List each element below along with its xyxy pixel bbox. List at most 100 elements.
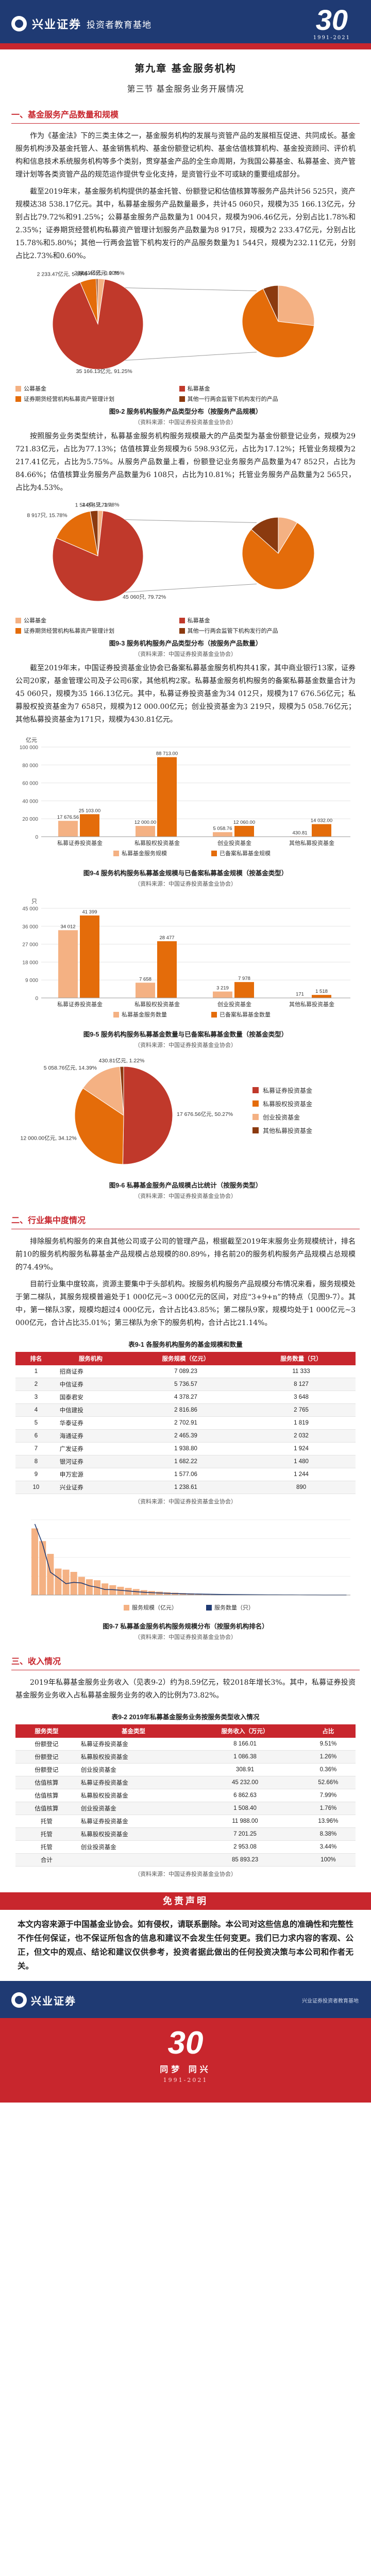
table-cell: 1 819 [247, 1416, 356, 1430]
table-cell: 2 816.86 [125, 1403, 247, 1417]
pie-data-label: 906.46亿元, 2.35% [79, 270, 125, 276]
pie-data-label: 45 060只, 79.72% [123, 594, 166, 600]
table-cell: 托管 [15, 1827, 78, 1841]
legend-label: 私募基金 [187, 618, 210, 624]
bar-data-label: 14 032.00 [311, 818, 332, 824]
bar [80, 814, 99, 837]
pie-data-label: 2 233.47亿元, 5.80% [37, 270, 87, 277]
bar-data-label: 3 219 [216, 986, 229, 991]
zoom-pie-slice [263, 285, 279, 322]
table-header: 排名 服务机构 服务规模（亿元） 服务数量（只） [15, 1352, 356, 1365]
table-cell: 2 [15, 1378, 57, 1391]
bar [157, 757, 177, 837]
table-cell: 托管 [15, 1840, 78, 1854]
table-cell: 银河证券 [56, 1455, 125, 1468]
table-row: 估值核算 创业投资基金 1 508.40 1.76% [15, 1802, 356, 1815]
pie-data-label: 1 004只, 1.78% [82, 502, 119, 508]
table-cell: 2 032 [247, 1429, 356, 1443]
y-axis-unit: 亿元 [26, 737, 37, 743]
table-cell: 6 [15, 1429, 57, 1443]
column-header: 服务机构 [56, 1352, 125, 1365]
bar [58, 930, 78, 998]
y-tick-label: 36 000 [22, 924, 38, 930]
bar [125, 1588, 132, 1595]
table-cell: 私募股权投资基金 [77, 1827, 190, 1841]
table-cell: 1 924 [247, 1442, 356, 1455]
table-cell: 私募股权投资基金 [77, 1789, 190, 1802]
legend-swatch [211, 1012, 217, 1018]
pie-data-label: 17 676.56亿元, 50.27% [177, 1111, 233, 1117]
table-row: 10 兴业证券 1 238.61 890 [15, 1481, 356, 1494]
bar [312, 824, 331, 837]
paragraph: 目前行业集中度较高，资源主要集中于头部机构。按服务机构服务产品规模分布情况来看，… [15, 1280, 356, 1327]
institution-table: 排名 服务机构 服务规模（亿元） 服务数量（只） 1 招商证券 7 089.23 11 33… [15, 1352, 356, 1494]
table-cell: 私募证券投资基金 [77, 1815, 190, 1828]
brand-slogan: 投资者教育基地 [87, 20, 152, 30]
figure-source: （资料来源：中国证券投资基金业协会） [134, 1193, 237, 1199]
table-row: 7 广发证券 1 938.80 1 924 [15, 1442, 356, 1455]
legend-label: 证券期货经营机构私募资产管理计划 [24, 396, 114, 402]
anniversary-number: 30 [315, 4, 348, 36]
pie-chart-scale: 906.46亿元, 2.35% 35 166.13亿元, 91.25% 2 233.… [37, 269, 315, 375]
paragraph: 按照服务业务类型统计，私募基金服务机构服务规模最大的产品类型为基金份额登记业务，… [15, 432, 356, 492]
pie-slice [56, 511, 98, 556]
legend-swatch [15, 617, 21, 623]
table-cell: 招商证券 [56, 1365, 125, 1378]
pie-chart-private: 17 676.56亿元, 50.27% 12 000.00亿元, 34.12% 5 … [21, 1057, 312, 1165]
legend-label: 服务数量（只） [214, 1604, 254, 1611]
y-tick-label: 9 000 [25, 978, 38, 984]
y-tick-label: 18 000 [22, 960, 38, 965]
legend-label: 私募基金服务规模 [122, 850, 167, 857]
page-footer: 兴业证券 兴业证券投资者教育基地 [0, 1981, 371, 2018]
table-cell: 2 702.91 [125, 1416, 247, 1430]
legend-label: 其他私募投资基金 [263, 1127, 312, 1134]
bar-data-label: 5 058.76 [213, 826, 232, 832]
paragraph: 作为《基金法》下的三类主体之一，基金服务机构的发展与资管产品的发展相互促进、共同… [15, 132, 356, 179]
income-table: 服务类型 基金类型 服务收入（万元） 占比 份额登记 私募证券投资基金 8 166.01 9… [15, 1724, 356, 1867]
table-cell: 1 244 [247, 1468, 356, 1481]
bar-data-label: 1 518 [315, 989, 328, 994]
table-cell: 1.76% [300, 1802, 356, 1815]
table-cell [77, 1853, 190, 1867]
table-cell: 8 166.01 [189, 1738, 301, 1751]
table-cell: 私募证券投资基金 [77, 1738, 190, 1751]
table-row: 9 申万宏源 1 577.06 1 244 [15, 1468, 356, 1481]
legend-item: 其他一行两会监管下机构发行的产品 [179, 395, 336, 403]
table-cell: 兴业证券 [56, 1481, 125, 1494]
y-tick-label: 0 [35, 835, 38, 840]
pie-data-label: 5 058.76亿元, 14.39% [44, 1064, 97, 1071]
pie-data-label: 12 000.00亿元, 34.12% [21, 1135, 77, 1142]
bar [312, 995, 331, 998]
bar [47, 1554, 54, 1595]
figure-source: （资料来源：中国证券投资基金业协会） [134, 1042, 237, 1048]
table-row: 8 银河证券 1 682.22 1 480 [15, 1455, 356, 1468]
legend-swatch [15, 385, 21, 392]
table-caption: 表9-2 2019年私募基金服务业务按服务类型收入情况 [111, 1714, 260, 1721]
bar-data-label: 171 [296, 991, 304, 997]
legend-label: 公募基金 [24, 618, 46, 624]
page-header: 兴业证券 投资者教育基地 30 1991-2021 [0, 0, 371, 49]
figure-caption: 图9-3 服务机构服务产品类型分布（按服务产品数量） [109, 640, 262, 647]
table-source: （资料来源：中国证券投资基金业协会） [134, 1871, 237, 1877]
legend-label: 私募股权投资基金 [263, 1100, 312, 1108]
table-cell: 1.26% [300, 1750, 356, 1764]
table-cell: 11 333 [247, 1365, 356, 1378]
table-cell: 海通证券 [56, 1429, 125, 1443]
column-header: 服务类型 [15, 1724, 78, 1738]
table-cell: 8 127 [247, 1378, 356, 1391]
bar [70, 1572, 77, 1595]
table-cell: 4 [15, 1403, 57, 1417]
legend-swatch [252, 1114, 259, 1120]
legend-item: 证券期货经营机构私募资产管理计划 [15, 395, 172, 403]
pie-slice [90, 510, 98, 556]
figure-source: （资料来源：中国证券投资基金业协会） [134, 651, 237, 657]
zoom-pie-slice [250, 517, 279, 554]
pie-data-label: 8 917只, 15.78% [27, 513, 67, 519]
disclaimer-title: 免责声明 [0, 1892, 371, 1910]
table-cell: 85 893.23 [189, 1853, 301, 1867]
table-cell: 52.66% [300, 1776, 356, 1789]
x-tick-label: 其他私募投资基金 [289, 839, 334, 846]
zoom-pie-slice [242, 522, 315, 590]
figure-source: （资料来源：中国证券投资基金业协会） [134, 1634, 237, 1640]
y-tick-label: 60 000 [22, 781, 38, 787]
